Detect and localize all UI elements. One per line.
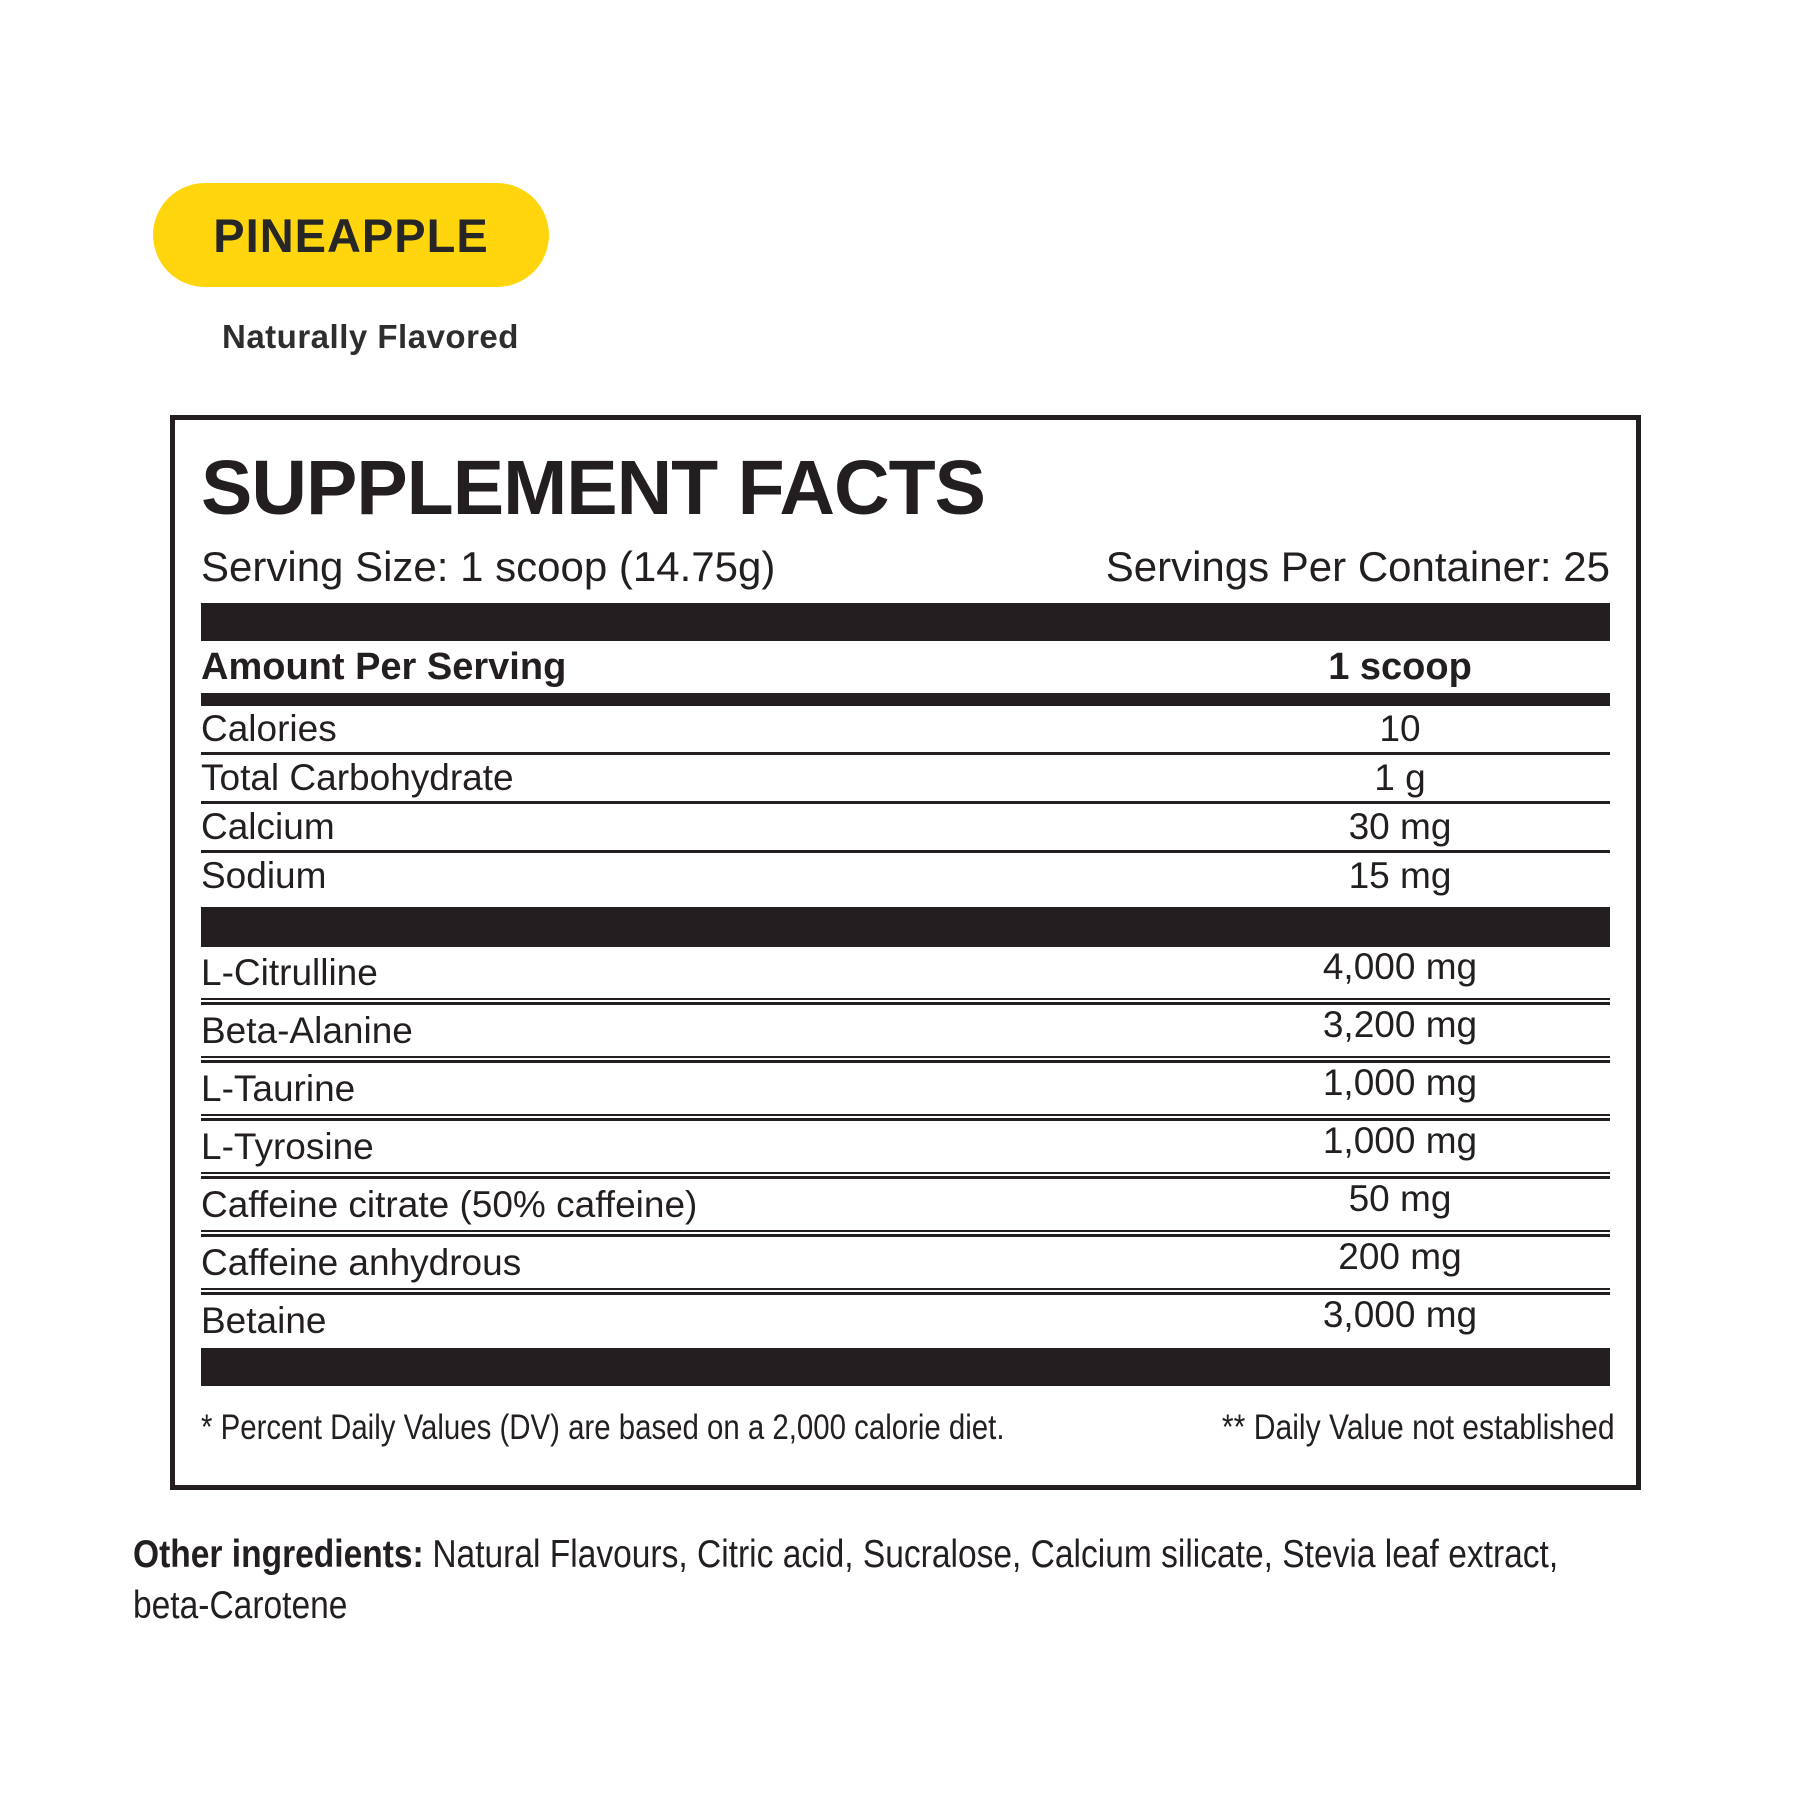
active-ingredient-value: 1,000 mg <box>1322 1119 1478 1161</box>
active-ingredient-value: 50 mg <box>1348 1177 1452 1219</box>
row-divider-double <box>201 998 1610 1006</box>
active-ingredient-row: Caffeine citrate (50% caffeine) 50 mg <box>201 1177 1610 1230</box>
active-ingredient-value: 3,200 mg <box>1322 1003 1478 1045</box>
active-ingredient-row: Caffeine anhydrous 200 mg <box>201 1235 1610 1288</box>
active-ingredient-label: Beta-Alanine <box>201 1009 413 1051</box>
serving-info-row: Serving Size: 1 scoop (14.75g) Servings … <box>201 543 1610 591</box>
active-ingredient-value: 4,000 mg <box>1322 945 1478 987</box>
row-divider <box>201 752 1610 756</box>
active-ingredient-label: Caffeine citrate (50% caffeine) <box>201 1183 698 1225</box>
row-divider-double <box>201 1230 1610 1238</box>
row-divider-double <box>201 1172 1610 1180</box>
row-divider <box>201 850 1610 854</box>
active-ingredient-row: Betaine 3,000 mg <box>201 1293 1610 1346</box>
active-ingredient-value: 1,000 mg <box>1322 1061 1478 1103</box>
other-ingredients-label: Other ingredients: <box>133 1533 424 1576</box>
other-ingredients-line2: beta-Carotene <box>133 1583 348 1627</box>
row-divider-double <box>201 1288 1610 1296</box>
nutrient-label: Sodium <box>201 855 327 897</box>
nutrient-row: Sodium 15 mg <box>201 853 1610 899</box>
footnote-daily-value: * Percent Daily Values (DV) are based on… <box>201 1408 1005 1448</box>
row-divider <box>201 801 1610 805</box>
divider-bar-middle <box>201 907 1610 948</box>
active-ingredient-row: L-Taurine 1,000 mg <box>201 1061 1610 1114</box>
divider-bar-bottom <box>201 1348 1610 1387</box>
divider-bar-header <box>201 693 1610 707</box>
serving-unit-label: 1 scoop <box>1328 645 1472 688</box>
panel-title: SUPPLEMENT FACTS <box>201 445 986 531</box>
active-ingredient-label: Betaine <box>201 1299 327 1341</box>
footnote-row: * Percent Daily Values (DV) are based on… <box>201 1408 1614 1448</box>
active-ingredient-label: L-Tyrosine <box>201 1125 374 1167</box>
footnote-not-established: ** Daily Value not established <box>1221 1408 1615 1448</box>
other-ingredients: Other ingredients: Natural Flavours, Citr… <box>133 1530 1558 1631</box>
nutrient-value: 10 <box>1379 708 1421 750</box>
other-ingredients-text: Natural Flavours, Citric acid, Sucralose… <box>432 1533 1559 1576</box>
flavor-subtitle: Naturally Flavored <box>222 318 519 355</box>
active-ingredient-value: 3,000 mg <box>1322 1293 1478 1335</box>
active-ingredient-row: L-Tyrosine 1,000 mg <box>201 1119 1610 1172</box>
nutrient-label: Calcium <box>201 806 335 848</box>
column-header-row: Amount Per Serving 1 scoop <box>201 641 1610 693</box>
flavor-badge: PINEAPPLE <box>153 183 549 287</box>
row-divider-double <box>201 1056 1610 1064</box>
serving-size: Serving Size: 1 scoop (14.75g) <box>201 543 776 591</box>
servings-per-container: Servings Per Container: 25 <box>1105 543 1610 591</box>
active-ingredient-row: Beta-Alanine 3,200 mg <box>201 1003 1610 1056</box>
divider-bar-top <box>201 603 1610 642</box>
nutrient-value: 1 g <box>1374 757 1426 799</box>
amount-per-serving-label: Amount Per Serving <box>201 645 567 688</box>
nutrient-row: Total Carbohydrate 1 g <box>201 755 1610 801</box>
nutrient-label: Calories <box>201 708 337 750</box>
nutrient-label: Total Carbohydrate <box>201 757 514 799</box>
active-ingredient-label: L-Taurine <box>201 1067 356 1109</box>
nutrient-row: Calcium 30 mg <box>201 804 1610 850</box>
row-divider-double <box>201 1114 1610 1122</box>
nutrient-value: 30 mg <box>1348 806 1452 848</box>
flavor-name: PINEAPPLE <box>213 208 489 262</box>
nutrient-row: Calories 10 <box>201 706 1610 752</box>
other-ingredients-line1: Other ingredients: Natural Flavours, Citr… <box>133 1530 1558 1581</box>
supplement-facts-panel: SUPPLEMENT FACTS Serving Size: 1 scoop (… <box>170 415 1641 1490</box>
active-ingredient-row: L-Citrulline 4,000 mg <box>201 945 1610 998</box>
active-ingredient-label: Caffeine anhydrous <box>201 1241 522 1283</box>
nutrient-value: 15 mg <box>1348 855 1452 897</box>
active-ingredient-value: 200 mg <box>1338 1235 1462 1277</box>
active-ingredient-label: L-Citrulline <box>201 951 378 993</box>
